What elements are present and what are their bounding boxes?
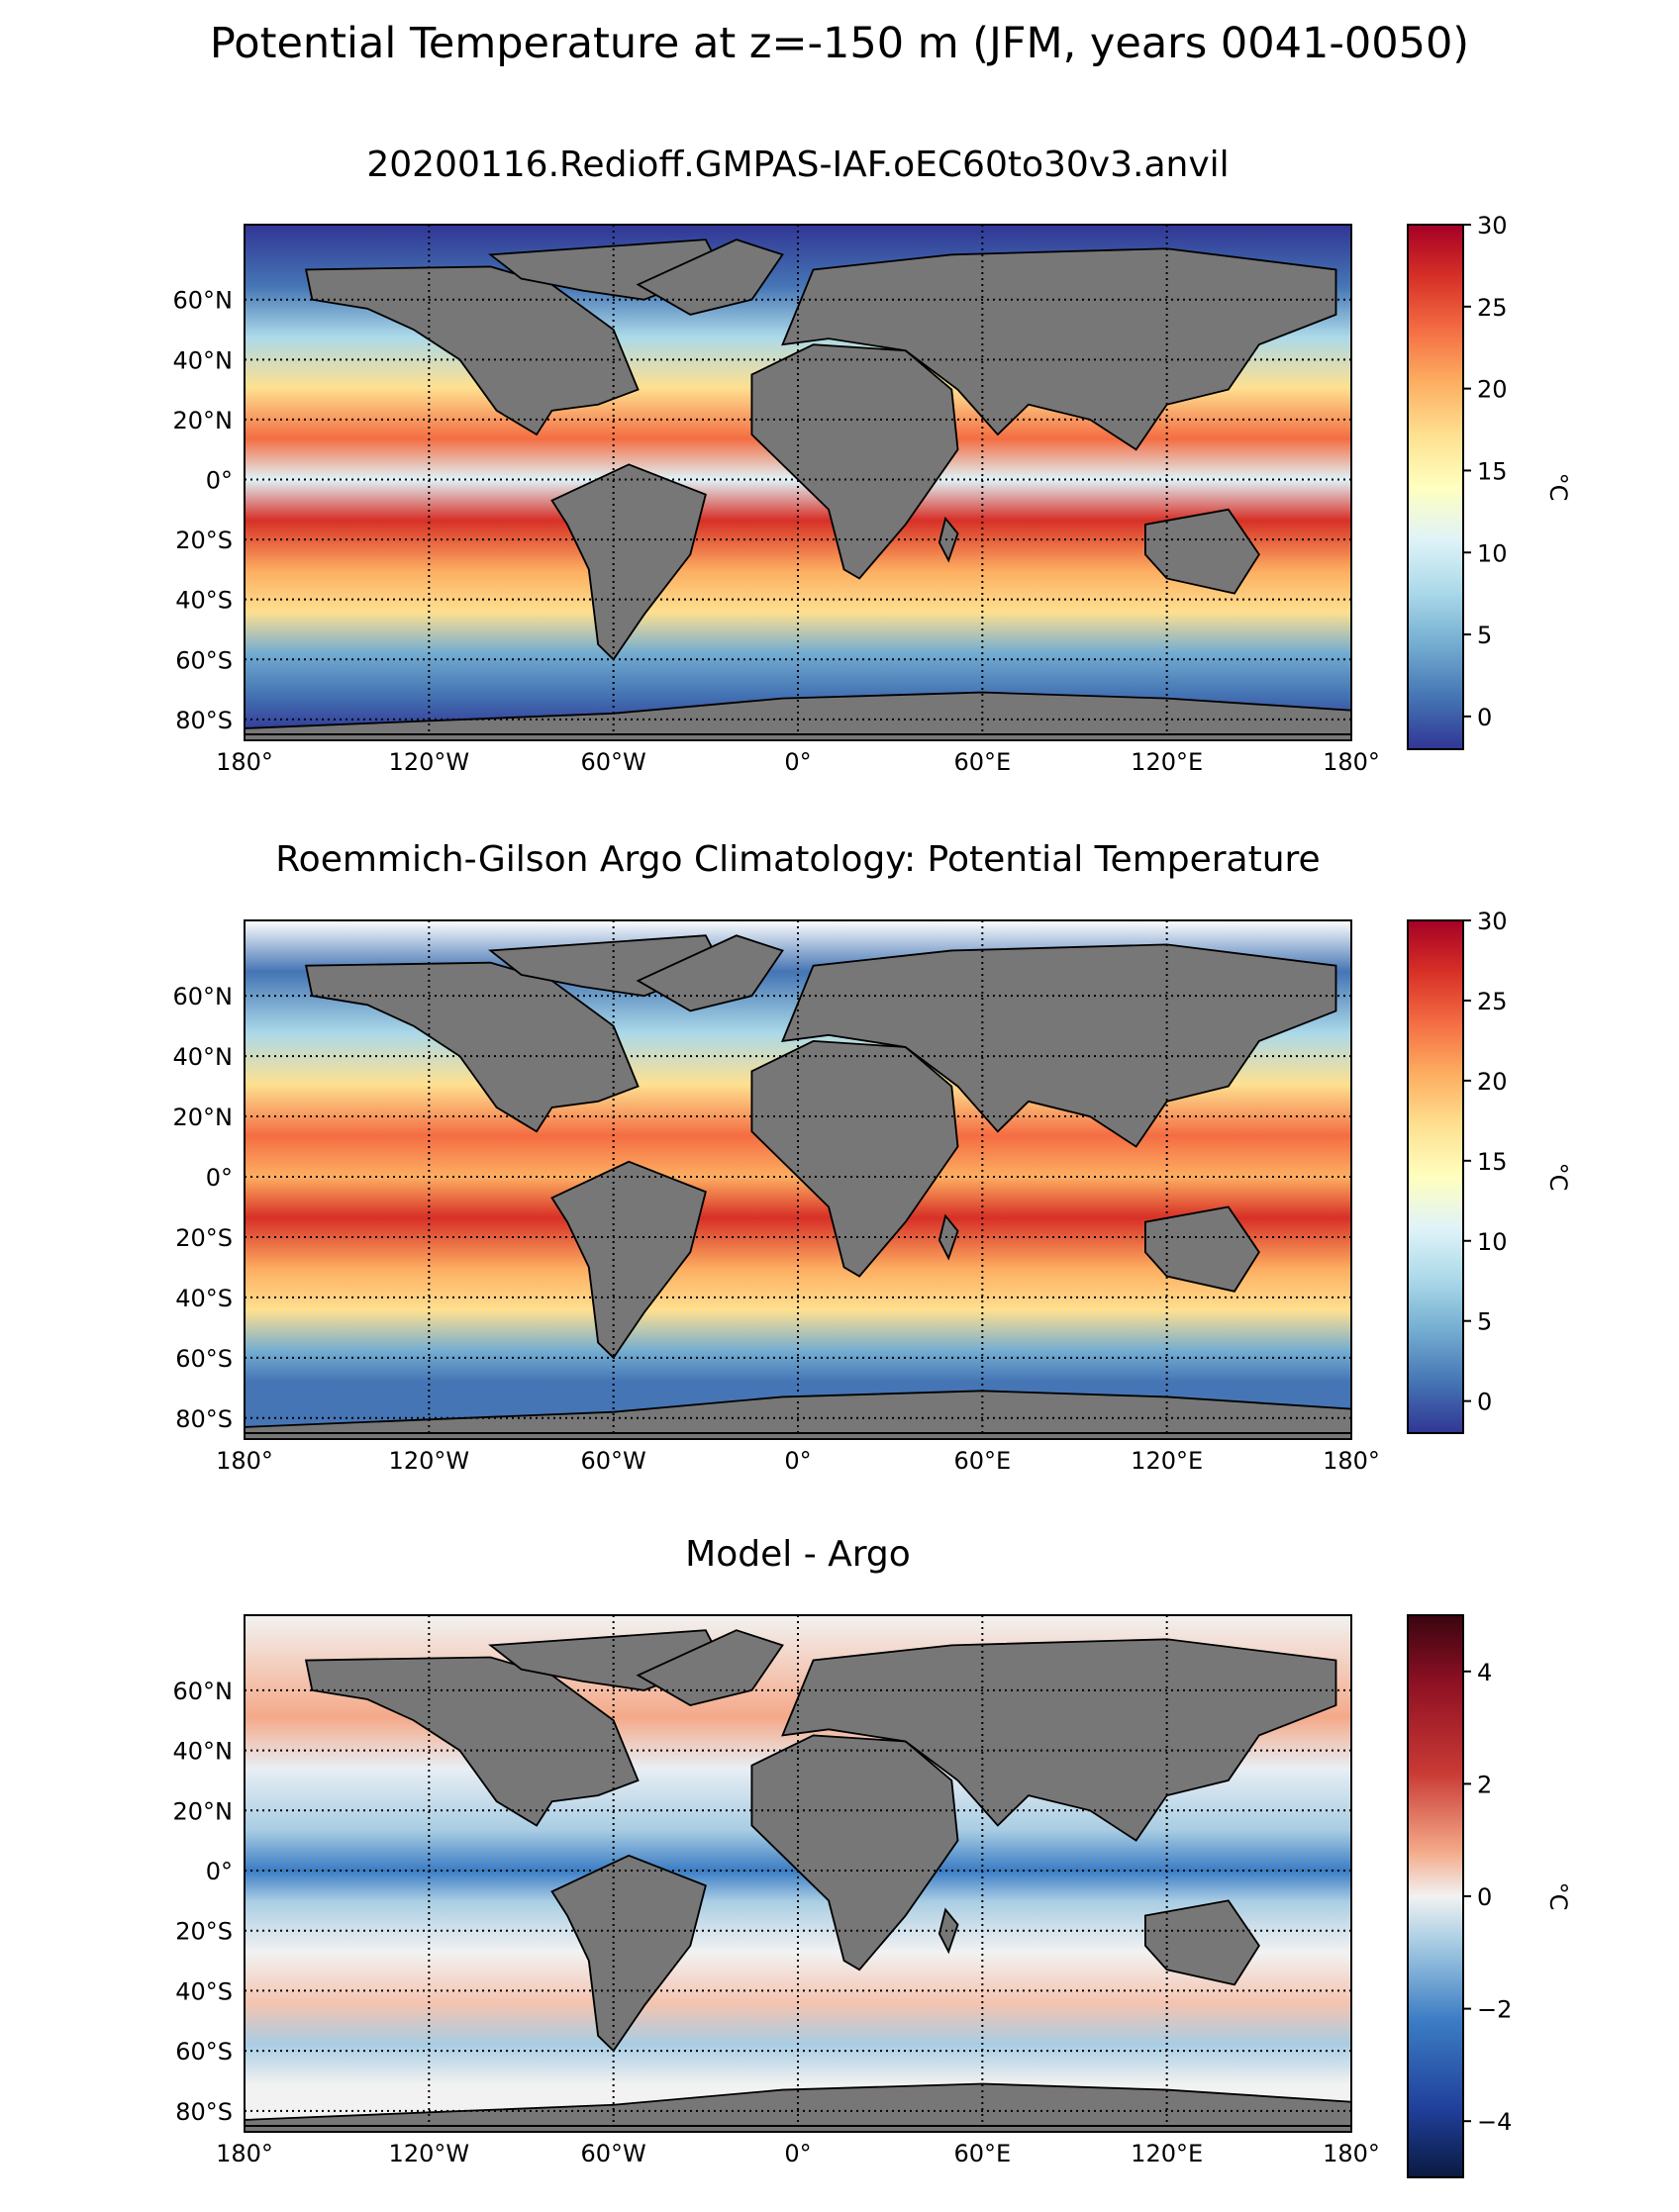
x-tick-label: 180° bbox=[216, 1447, 273, 1475]
colorbar-tick-label: 5 bbox=[1477, 1308, 1492, 1336]
y-tick-label: 40°N bbox=[173, 1738, 234, 1766]
x-tick-label: 180° bbox=[1323, 748, 1380, 776]
x-tick-label: 60°W bbox=[581, 2140, 646, 2167]
y-tick-label: 20°N bbox=[173, 407, 234, 434]
colorbar-scale bbox=[1408, 1615, 1463, 2177]
map-panel-3: Model - Argo 180° 120°W 60°W 0° 60°E 120°E 180°… bbox=[173, 1534, 1573, 2177]
y-tick-label: 60°N bbox=[173, 287, 234, 315]
colorbar-label: °C bbox=[1544, 1163, 1572, 1192]
y-tick-label: 20°N bbox=[173, 1797, 234, 1825]
colorbar: 0 5 10 15 20 25 30 °C bbox=[1408, 212, 1572, 749]
x-tick-label: 120°W bbox=[389, 2140, 470, 2167]
y-tick-label: 20°S bbox=[175, 1224, 233, 1252]
y-tick-label: 80°S bbox=[175, 1405, 233, 1433]
y-tick-label: 80°S bbox=[175, 2098, 233, 2126]
x-tick-label: 60°E bbox=[953, 2140, 1011, 2167]
y-tick-label: 20°S bbox=[175, 527, 233, 554]
panel-title: 20200116.Redioff.GMPAS-IAF.oEC60to30v3.a… bbox=[366, 144, 1229, 185]
colorbar-tick-label: 20 bbox=[1477, 1068, 1508, 1096]
panel-title: Model - Argo bbox=[685, 1534, 911, 1575]
y-tick-label: 0° bbox=[206, 1858, 233, 1885]
x-tick-label: 180° bbox=[216, 748, 273, 776]
y-tick-label: 40°N bbox=[173, 346, 234, 374]
colorbar-tick-label: 0 bbox=[1477, 1389, 1492, 1416]
map-panel-1: 20200116.Redioff.GMPAS-IAF.oEC60to30v3.a… bbox=[173, 144, 1573, 776]
colorbar-tick-label: 10 bbox=[1477, 1228, 1508, 1256]
y-tick-label: 60°S bbox=[175, 2038, 233, 2066]
colorbar-label: °C bbox=[1544, 1882, 1572, 1911]
colorbar-tick-label: 4 bbox=[1477, 1659, 1492, 1686]
x-tick-label: 0° bbox=[784, 748, 811, 776]
y-tick-label: 60°S bbox=[175, 1345, 233, 1373]
x-tick-label: 120°E bbox=[1131, 2140, 1203, 2167]
colorbar-tick-label: 20 bbox=[1477, 376, 1508, 404]
y-tick-label: 80°S bbox=[175, 707, 233, 734]
x-tick-label: 180° bbox=[1323, 2140, 1380, 2167]
y-tick-label: 40°N bbox=[173, 1043, 234, 1071]
x-tick-label: 180° bbox=[216, 2140, 273, 2167]
colorbar-tick-label: 5 bbox=[1477, 622, 1492, 649]
x-tick-label: 180° bbox=[1323, 1447, 1380, 1475]
y-tick-label: 20°S bbox=[175, 1918, 233, 1946]
colorbar-tick-label: 30 bbox=[1477, 212, 1508, 240]
colorbar-tick-label: −4 bbox=[1477, 2108, 1512, 2136]
figure: Potential Temperature at z=-150 m (JFM, … bbox=[0, 0, 1679, 2212]
y-tick-label: 40°S bbox=[175, 1285, 233, 1312]
colorbar-tick-label: 2 bbox=[1477, 1771, 1492, 1798]
y-tick-label: 20°N bbox=[173, 1104, 234, 1131]
colorbar-tick-label: 15 bbox=[1477, 457, 1508, 485]
y-tick-label: 0° bbox=[206, 1164, 233, 1192]
x-tick-label: 120°E bbox=[1131, 748, 1203, 776]
colorbar: 0 5 10 15 20 25 30 °C bbox=[1408, 908, 1572, 1433]
x-tick-label: 60°W bbox=[581, 748, 646, 776]
y-tick-label: 40°S bbox=[175, 1977, 233, 2005]
colorbar-tick-label: 0 bbox=[1477, 704, 1492, 731]
colorbar-tick-label: 10 bbox=[1477, 539, 1508, 567]
y-tick-label: 40°S bbox=[175, 587, 233, 615]
colorbar-label: °C bbox=[1544, 473, 1572, 502]
x-tick-label: 60°E bbox=[953, 748, 1011, 776]
colorbar-tick-label: 15 bbox=[1477, 1148, 1508, 1176]
y-tick-label: 0° bbox=[206, 467, 233, 495]
figure-suptitle: Potential Temperature at z=-150 m (JFM, … bbox=[210, 19, 1469, 68]
x-tick-label: 0° bbox=[784, 2140, 811, 2167]
y-tick-label: 60°N bbox=[173, 983, 234, 1010]
x-tick-label: 60°E bbox=[953, 1447, 1011, 1475]
colorbar-tick-label: 25 bbox=[1477, 988, 1508, 1015]
colorbar: −4 −2 0 2 4 °C bbox=[1408, 1615, 1572, 2177]
map-panel-2: Roemmich-Gilson Argo Climatology: Potent… bbox=[173, 839, 1573, 1475]
x-tick-label: 120°W bbox=[389, 748, 470, 776]
colorbar-tick-label: −2 bbox=[1477, 1996, 1512, 2024]
colorbar-scale bbox=[1408, 920, 1463, 1433]
x-tick-label: 0° bbox=[784, 1447, 811, 1475]
x-tick-label: 60°W bbox=[581, 1447, 646, 1475]
y-tick-label: 60°N bbox=[173, 1678, 234, 1705]
x-tick-label: 120°W bbox=[389, 1447, 470, 1475]
colorbar-tick-label: 0 bbox=[1477, 1883, 1492, 1911]
x-tick-label: 120°E bbox=[1131, 1447, 1203, 1475]
colorbar-tick-label: 25 bbox=[1477, 294, 1508, 322]
panel-title: Roemmich-Gilson Argo Climatology: Potent… bbox=[275, 839, 1320, 880]
colorbar-scale bbox=[1408, 225, 1463, 749]
y-tick-label: 60°S bbox=[175, 646, 233, 674]
colorbar-tick-label: 30 bbox=[1477, 908, 1508, 935]
